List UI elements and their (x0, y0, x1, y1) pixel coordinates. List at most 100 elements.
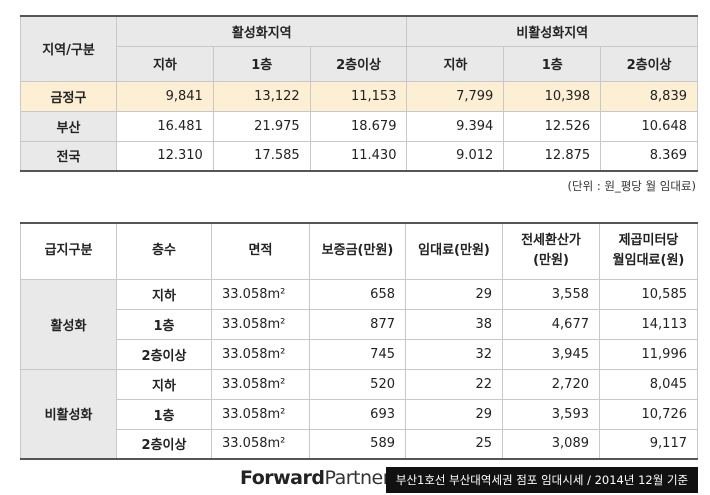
data-row: 1층 33.058m² 877 38 4,677 14,113 (21, 308, 698, 340)
floor-cell: 2층이상 (116, 428, 212, 460)
column-header: 면적 (211, 222, 310, 280)
caption: 부산1호선 부산대역세권 점포 임대시세 / 2014년 12월 기준 (386, 467, 698, 493)
value-cell: 658 (309, 278, 406, 310)
value-cell: 38 (405, 308, 503, 340)
header-line: 급지구분 (44, 243, 93, 259)
value-cell: 9.394 (406, 110, 505, 142)
subheader: 1층 (212, 45, 311, 82)
logo-bold: Forward (240, 467, 325, 489)
value-cell: 17.585 (212, 140, 311, 172)
value-cell: 10,726 (599, 398, 698, 430)
value-cell: 3,945 (502, 338, 600, 370)
value-cell: 33.058m² (211, 428, 310, 460)
value-cell: 12.875 (503, 140, 602, 172)
data-row: 1층 33.058m² 693 29 3,593 10,726 (21, 398, 698, 430)
value-cell: 13,122 (212, 80, 311, 112)
row-label: 금정구 (20, 80, 117, 112)
logo: ForwardPartners (240, 467, 400, 489)
value-cell: 8.369 (600, 140, 698, 172)
value-cell: 3,593 (502, 398, 600, 430)
header-line: 전세환산가 (521, 233, 581, 249)
data-row: 부산 16.481 21.975 18.679 9.394 12.526 10.648 (20, 110, 698, 142)
header-line: 면적 (248, 243, 273, 259)
header-line: 월임대료(원) (612, 253, 685, 269)
value-cell: 11.430 (309, 140, 408, 172)
header-row: 지역/구분 활성화지역 비활성화지역 (20, 15, 698, 82)
floor-cell: 2층이상 (116, 338, 212, 370)
subheader: 지하 (116, 45, 214, 82)
value-cell: 33.058m² (211, 338, 310, 370)
value-cell: 7,799 (406, 80, 505, 112)
value-cell: 11,996 (599, 338, 698, 370)
value-cell: 8,045 (599, 368, 698, 400)
column-header: 층수 (116, 222, 212, 280)
value-cell: 9.012 (406, 140, 505, 172)
value-cell: 29 (405, 398, 503, 430)
header-line: 제곱미터당 (618, 233, 679, 249)
column-header: 임대료(만원) (405, 222, 503, 280)
value-cell: 25 (405, 428, 503, 460)
value-cell: 9,117 (599, 428, 698, 460)
value-cell: 33.058m² (211, 278, 310, 310)
value-cell: 22 (405, 368, 503, 400)
subheader: 1층 (503, 45, 602, 82)
value-cell: 877 (309, 308, 406, 340)
value-cell: 33.058m² (211, 398, 310, 430)
header-line: 층수 (152, 243, 176, 259)
data-row: 비활성화 지하 33.058m² 520 22 2,720 8,045 (20, 368, 698, 460)
value-cell: 4,677 (502, 308, 600, 340)
value-cell: 8,839 (600, 80, 698, 112)
column-header: 보증금(만원) (309, 222, 406, 280)
data-row: 활성화 지하 33.058m² 658 29 3,558 10,585 (20, 278, 698, 370)
rent-table: 지역/구분 활성화지역 비활성화지역 지하 1층 2층이상 지하 1층 2층이상 금정구 9,841… (20, 15, 698, 172)
data-row: 2층이상 33.058m² 589 25 3,089 9,117 (21, 428, 698, 460)
value-cell: 21.975 (212, 110, 311, 142)
group-header: 활성화지역 (115, 15, 408, 47)
value-cell: 12.526 (503, 110, 602, 142)
value-cell: 10.648 (600, 110, 698, 142)
group-label: 비활성화 (20, 368, 117, 460)
corner-cell: 지역/구분 (20, 15, 117, 82)
floor-cell: 1층 (116, 308, 212, 340)
data-row: 금정구 9,841 13,122 11,153 7,799 10,398 8,839 (20, 80, 698, 112)
value-cell: 16.481 (116, 110, 214, 142)
subheader: 2층이상 (309, 45, 408, 82)
value-cell: 14,113 (599, 308, 698, 340)
header-row: 급지구분 층수 면적 보증금(만원) 임대료(만원) 전세환산가 (만원) 제곱미터당 월임대료… (20, 222, 698, 280)
detail-table: 급지구분 층수 면적 보증금(만원) 임대료(만원) 전세환산가 (만원) 제곱미터당 월임대료… (20, 222, 698, 460)
value-cell: 10,398 (503, 80, 602, 112)
value-cell: 12.310 (116, 140, 214, 172)
value-cell: 11,153 (309, 80, 408, 112)
group-label: 활성화 (20, 278, 117, 370)
unit-note: (단위 : 원_평당 월 임대료) (567, 179, 696, 193)
value-cell: 3,558 (502, 278, 600, 310)
column-header: 급지구분 (20, 222, 117, 280)
value-cell: 29 (405, 278, 503, 310)
value-cell: 520 (309, 368, 406, 400)
row-label: 부산 (20, 110, 117, 142)
value-cell: 2,720 (502, 368, 600, 400)
value-cell: 10,585 (599, 278, 698, 310)
value-cell: 693 (309, 398, 406, 430)
value-cell: 745 (309, 338, 406, 370)
value-cell: 3,089 (502, 428, 600, 460)
subheader: 2층이상 (600, 45, 698, 82)
group-header: 비활성화지역 (406, 15, 698, 47)
column-header: 전세환산가 (만원) (502, 222, 600, 280)
value-cell: 32 (405, 338, 503, 370)
value-cell: 18.679 (309, 110, 408, 142)
value-cell: 33.058m² (211, 308, 310, 340)
value-cell: 589 (309, 428, 406, 460)
floor-cell: 지하 (116, 278, 212, 310)
header-line: 임대료(만원) (418, 243, 490, 259)
data-row: 2층이상 33.058m² 745 32 3,945 11,996 (21, 338, 698, 370)
floor-cell: 1층 (116, 398, 212, 430)
floor-cell: 지하 (116, 368, 212, 400)
logo-light: Partners (324, 467, 400, 489)
subheader: 지하 (406, 45, 505, 82)
subheader-row: 지하 1층 2층이상 지하 1층 2층이상 (21, 45, 698, 82)
value-cell: 33.058m² (211, 368, 310, 400)
